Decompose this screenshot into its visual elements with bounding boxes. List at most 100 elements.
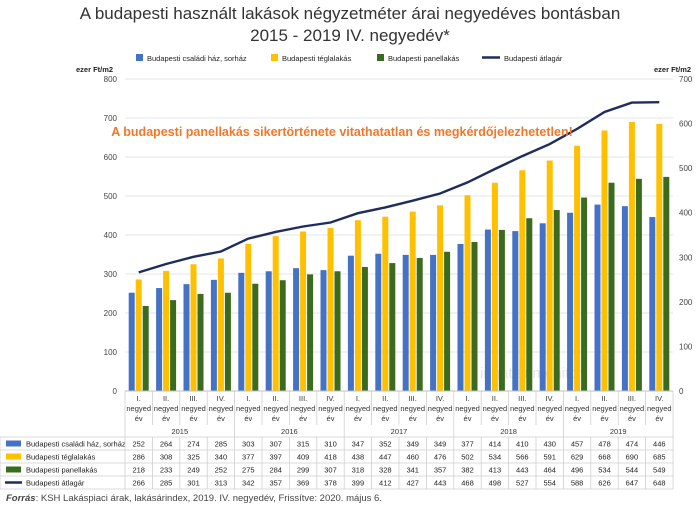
year-label: 2018 [500,427,517,436]
table-cell: 397 [269,453,282,462]
bar [553,210,560,391]
table-cell: 342 [242,479,255,488]
bar [437,205,444,391]
x-tick-label: negyed [400,404,425,413]
bar [252,283,259,391]
table-cell: 438 [352,453,365,462]
legend-swatch [377,54,384,61]
y-tick-label-right: 300 [679,253,693,262]
y-axis-label-left: ezer Ft/m2 [76,65,113,74]
table-cell: 252 [132,440,145,449]
table-cell: 534 [489,453,502,462]
table-cell: 307 [269,440,282,449]
x-tick-label: év [518,414,526,423]
source-label: Forrás [6,493,36,504]
annotation: A budapesti panellakás sikertörténete vi… [111,125,573,139]
x-tick-label: negyed [291,404,316,413]
bar [635,178,642,391]
x-tick-label: II. [382,394,388,403]
series-line [138,101,660,274]
table-cell: 264 [160,440,173,449]
bar [135,279,142,391]
x-tick-label: év [491,414,499,423]
table-cell: 328 [379,466,392,475]
table-cell: 443 [434,479,447,488]
table-cell: 315 [297,440,310,449]
table-cell: 285 [215,440,228,449]
legend-entry: Budapesti panellakás [388,54,460,63]
table-cell: 554 [543,479,556,488]
table-cell: 266 [132,479,145,488]
x-tick-label: év [436,414,444,423]
table-cell: 588 [571,479,584,488]
x-tick-label: év [655,414,663,423]
bar [265,271,272,391]
bar [608,182,615,391]
table-cell: 233 [160,466,173,475]
table-cell: 308 [160,453,173,462]
table-cell: 502 [461,453,474,462]
table-cell: 369 [297,479,310,488]
x-tick-label: év [244,414,252,423]
x-tick-label: II. [601,394,607,403]
y-tick-label-left: 500 [104,192,118,201]
table-cell: 286 [132,453,145,462]
x-tick-label: I. [575,394,579,403]
table-cell: 685 [653,453,666,462]
y-tick-label-left: 600 [104,153,118,162]
table-cell: 274 [187,440,200,449]
bar [163,270,170,391]
table-cell: 378 [324,479,337,488]
x-tick-label: negyed [455,404,480,413]
x-tick-label: negyed [154,404,179,413]
x-tick-label: év [464,414,472,423]
bar [546,160,553,391]
bar [649,217,656,391]
x-tick-label: negyed [346,404,371,413]
x-tick-label: negyed [318,404,343,413]
bar [128,292,135,391]
table-cell: 252 [215,466,228,475]
table-cell: 460 [406,453,419,462]
x-tick-label: III. [299,394,307,403]
x-tick-label: év [327,414,335,423]
table-cell: 478 [598,440,611,449]
x-tick-label: II. [163,394,169,403]
x-tick-label: II. [492,394,498,403]
table-cell: 418 [324,453,337,462]
table-cell: 464 [543,466,556,475]
bar [272,236,279,391]
table-cell: 414 [489,440,502,449]
bar [539,223,546,391]
bar [567,212,574,391]
table-cell: 476 [434,453,447,462]
chart-title-line1: A budapesti használt lakások négyzetméte… [79,4,621,23]
bar [307,274,314,391]
bar [245,243,252,391]
bar [156,288,163,391]
table-cell: 318 [352,466,365,475]
table-swatch [6,466,21,473]
bar [574,145,581,391]
table-cell: 626 [598,479,611,488]
table-cell: 591 [543,453,556,462]
bar [293,268,300,391]
x-tick-label: év [190,414,198,423]
table-cell: 340 [215,453,228,462]
table-cell: 301 [187,479,200,488]
y-tick-label-right: 700 [679,75,693,84]
table-cell: 534 [598,466,611,475]
x-tick-label: év [162,414,170,423]
bar [327,227,334,391]
bar [197,293,204,391]
bar [347,255,354,391]
bar [512,231,519,391]
bar [409,211,416,391]
table-cell: 307 [324,466,337,475]
x-tick-label: év [299,414,307,423]
x-tick-label: negyed [510,404,535,413]
table-cell: 349 [406,440,419,449]
x-tick-label: I. [356,394,360,403]
x-tick-label: év [601,414,609,423]
